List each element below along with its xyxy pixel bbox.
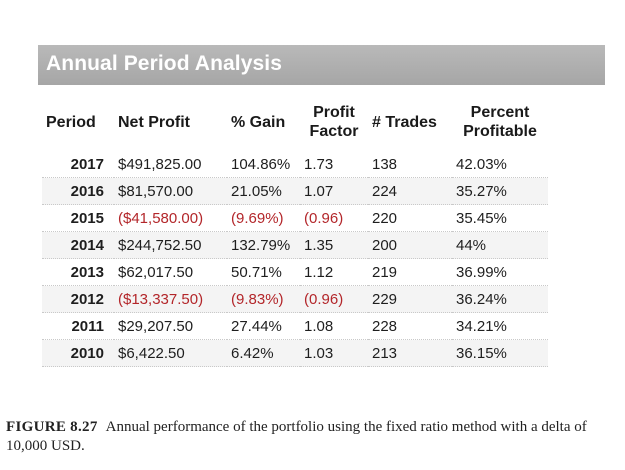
cell-period: 2012 bbox=[42, 285, 114, 313]
analysis-panel: Annual Period Analysis Period Net Profit… bbox=[38, 45, 605, 389]
cell-percent-profitable: 36.24% bbox=[452, 285, 548, 313]
header-period: Period bbox=[46, 113, 96, 131]
cell-trades: 229 bbox=[368, 285, 452, 313]
cell-gain: 27.44% bbox=[227, 312, 300, 340]
cell-period: 2014 bbox=[42, 231, 114, 259]
header-gain: % Gain bbox=[231, 113, 286, 131]
cell-net-profit: $6,422.50 bbox=[114, 339, 227, 367]
header-profit-factor-line2: Factor bbox=[309, 123, 359, 140]
cell-percent-profitable: 36.99% bbox=[452, 258, 548, 286]
table-row: 2015 ($41,580.00) (9.69%) (0.96) 220 35.… bbox=[42, 204, 548, 232]
cell-period: 2013 bbox=[42, 258, 114, 286]
table-header-row: Period Net Profit % Gain Profit Factor #… bbox=[42, 93, 548, 151]
cell-profit-factor: 1.07 bbox=[300, 177, 368, 205]
cell-profit-factor: 1.08 bbox=[300, 312, 368, 340]
header-profit-factor-line1: Profit bbox=[313, 104, 355, 121]
cell-profit-factor: (0.96) bbox=[300, 285, 368, 313]
cell-profit-factor: (0.96) bbox=[300, 204, 368, 232]
table-row: 2017 $491,825.00 104.86% 1.73 138 42.03% bbox=[42, 151, 548, 178]
table-row: 2014 $244,752.50 132.79% 1.35 200 44% bbox=[42, 231, 548, 259]
cell-net-profit: $244,752.50 bbox=[114, 231, 227, 259]
cell-percent-profitable: 44% bbox=[452, 231, 548, 259]
cell-net-profit: ($13,337.50) bbox=[114, 285, 227, 313]
cell-gain: 6.42% bbox=[227, 339, 300, 367]
cell-percent-profitable: 36.15% bbox=[452, 339, 548, 367]
header-profit-factor: Profit Factor bbox=[300, 93, 368, 151]
header-net-profit: Net Profit bbox=[118, 113, 190, 131]
cell-profit-factor: 1.12 bbox=[300, 258, 368, 286]
cell-gain: (9.83%) bbox=[227, 285, 300, 313]
cell-net-profit: ($41,580.00) bbox=[114, 204, 227, 232]
cell-net-profit: $29,207.50 bbox=[114, 312, 227, 340]
cell-trades: 213 bbox=[368, 339, 452, 367]
cell-gain: (9.69%) bbox=[227, 204, 300, 232]
cell-gain: 21.05% bbox=[227, 177, 300, 205]
cell-percent-profitable: 35.45% bbox=[452, 204, 548, 232]
panel-title: Annual Period Analysis bbox=[46, 52, 282, 75]
table-row: 2010 $6,422.50 6.42% 1.03 213 36.15% bbox=[42, 339, 548, 367]
header-percent-profitable-line1: Percent bbox=[470, 104, 530, 121]
cell-trades: 224 bbox=[368, 177, 452, 205]
cell-net-profit: $491,825.00 bbox=[114, 151, 227, 178]
cell-percent-profitable: 35.27% bbox=[452, 177, 548, 205]
table-row: 2013 $62,017.50 50.71% 1.12 219 36.99% bbox=[42, 258, 548, 286]
cell-gain: 50.71% bbox=[227, 258, 300, 286]
figure-caption: FIGURE 8.27 Annual performance of the por… bbox=[6, 418, 618, 456]
header-trades: # Trades bbox=[372, 113, 437, 131]
table-row: 2011 $29,207.50 27.44% 1.08 228 34.21% bbox=[42, 312, 548, 340]
figure-label: FIGURE 8.27 bbox=[6, 419, 98, 435]
cell-profit-factor: 1.03 bbox=[300, 339, 368, 367]
cell-trades: 138 bbox=[368, 151, 452, 178]
cell-profit-factor: 1.73 bbox=[300, 151, 368, 178]
header-percent-profitable: Percent Profitable bbox=[452, 93, 548, 151]
annual-analysis-table: Period Net Profit % Gain Profit Factor #… bbox=[42, 93, 548, 367]
cell-profit-factor: 1.35 bbox=[300, 231, 368, 259]
cell-period: 2010 bbox=[42, 339, 114, 367]
table-row: 2016 $81,570.00 21.05% 1.07 224 35.27% bbox=[42, 177, 548, 205]
cell-period: 2016 bbox=[42, 177, 114, 205]
cell-period: 2017 bbox=[42, 151, 114, 178]
cell-net-profit: $62,017.50 bbox=[114, 258, 227, 286]
table-row: 2012 ($13,337.50) (9.83%) (0.96) 229 36.… bbox=[42, 285, 548, 313]
figure-caption-text: Annual performance of the portfolio usin… bbox=[6, 419, 587, 454]
cell-gain: 104.86% bbox=[227, 151, 300, 178]
cell-percent-profitable: 34.21% bbox=[452, 312, 548, 340]
title-banner: Annual Period Analysis bbox=[38, 45, 605, 85]
cell-gain: 132.79% bbox=[227, 231, 300, 259]
header-percent-profitable-line2: Profitable bbox=[463, 123, 537, 140]
cell-trades: 219 bbox=[368, 258, 452, 286]
cell-trades: 200 bbox=[368, 231, 452, 259]
cell-trades: 220 bbox=[368, 204, 452, 232]
cell-trades: 228 bbox=[368, 312, 452, 340]
cell-period: 2011 bbox=[42, 312, 114, 340]
cell-period: 2015 bbox=[42, 204, 114, 232]
cell-percent-profitable: 42.03% bbox=[452, 151, 548, 178]
cell-net-profit: $81,570.00 bbox=[114, 177, 227, 205]
